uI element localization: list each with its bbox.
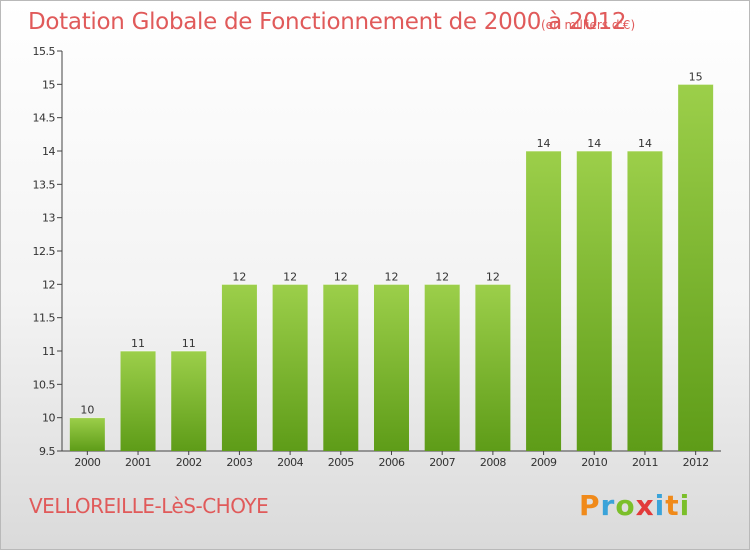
y-tick-label: 12 bbox=[42, 278, 55, 291]
bar bbox=[475, 284, 511, 451]
bar bbox=[221, 284, 257, 451]
x-tick-label: 2010 bbox=[581, 456, 607, 469]
y-tick-label: 13.5 bbox=[33, 178, 56, 191]
data-label: 12 bbox=[232, 270, 246, 283]
x-tick-label: 2006 bbox=[379, 456, 405, 469]
x-tick-label: 2005 bbox=[328, 456, 354, 469]
bar bbox=[323, 284, 359, 451]
y-tick-label: 11.5 bbox=[33, 312, 56, 325]
y-tick-label: 10 bbox=[42, 412, 55, 425]
data-label: 12 bbox=[486, 270, 500, 283]
y-tick-label: 12.5 bbox=[33, 245, 56, 258]
bar bbox=[526, 151, 562, 451]
x-tick-label: 2001 bbox=[125, 456, 151, 469]
bar bbox=[171, 351, 207, 451]
y-tick-label: 14.5 bbox=[33, 112, 56, 125]
x-tick-label: 2002 bbox=[176, 456, 202, 469]
data-label: 14 bbox=[587, 137, 601, 150]
data-label: 12 bbox=[334, 270, 348, 283]
x-tick-label: 2000 bbox=[74, 456, 100, 469]
y-tick-label: 15 bbox=[42, 78, 55, 91]
data-label: 12 bbox=[435, 270, 449, 283]
data-label: 11 bbox=[182, 337, 196, 350]
y-tick-label: 14 bbox=[42, 145, 55, 158]
data-label: 12 bbox=[385, 270, 399, 283]
bar bbox=[120, 351, 156, 451]
bar bbox=[272, 284, 308, 451]
city-name: VELLOREILLE-LèS-CHOYE bbox=[29, 494, 269, 518]
x-tick-label: 2004 bbox=[277, 456, 303, 469]
bar bbox=[678, 84, 714, 451]
y-tick-label: 9.5 bbox=[39, 445, 55, 458]
x-tick-label: 2011 bbox=[632, 456, 658, 469]
bar bbox=[576, 151, 612, 451]
data-label: 12 bbox=[283, 270, 297, 283]
data-label: 10 bbox=[80, 404, 94, 417]
proxiti-logo[interactable]: Proxiti bbox=[579, 489, 691, 522]
bar bbox=[374, 284, 409, 451]
data-label: 14 bbox=[638, 137, 652, 150]
data-label: 15 bbox=[689, 70, 703, 83]
x-tick-label: 2009 bbox=[531, 456, 557, 469]
y-tick-label: 11 bbox=[42, 345, 55, 358]
chart-subtitle: (en milliers d'€) bbox=[541, 18, 636, 32]
bar bbox=[69, 417, 105, 451]
y-tick-label: 13 bbox=[42, 212, 55, 225]
y-tick-label: 15.5 bbox=[33, 45, 56, 58]
data-label: 11 bbox=[131, 337, 145, 350]
data-label: 14 bbox=[537, 137, 551, 150]
bar bbox=[424, 284, 460, 451]
x-tick-label: 2007 bbox=[429, 456, 455, 469]
chart-title: Dotation Globale de Fonctionnement de 20… bbox=[28, 9, 627, 35]
x-tick-label: 2008 bbox=[480, 456, 506, 469]
x-tick-label: 2012 bbox=[683, 456, 709, 469]
x-tick-label: 2003 bbox=[226, 456, 252, 469]
bar bbox=[627, 151, 663, 451]
y-tick-label: 10.5 bbox=[33, 378, 56, 391]
